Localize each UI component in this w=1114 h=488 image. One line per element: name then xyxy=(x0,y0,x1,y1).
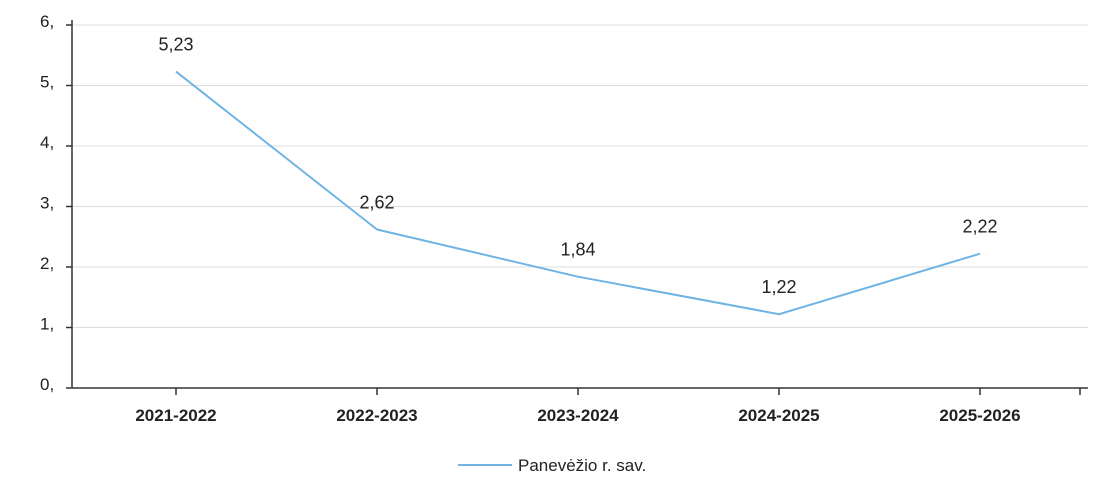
data-label: 2,62 xyxy=(359,192,394,212)
data-label: 1,22 xyxy=(761,277,796,297)
legend: Panevėžio r. sav. xyxy=(458,456,646,475)
grid-lines xyxy=(72,24,1088,328)
series xyxy=(175,70,981,316)
axes xyxy=(66,20,1088,395)
y-tick-label: 4, xyxy=(40,133,54,152)
y-tick-label: 3, xyxy=(40,194,54,213)
data-label: 2,22 xyxy=(962,217,997,237)
x-tick-label: 2022-2023 xyxy=(336,406,417,425)
y-tick-label: 1, xyxy=(40,315,54,334)
x-tick-label: 2025-2026 xyxy=(939,406,1020,425)
series-line xyxy=(175,70,981,316)
x-tick-label: 2024-2025 xyxy=(738,406,819,425)
y-tick-label: 0, xyxy=(40,375,54,394)
x-tick-label: 2021-2022 xyxy=(135,406,216,425)
x-tick-label: 2023-2024 xyxy=(537,406,619,425)
x-tick-labels: 2021-2022 2022-2023 2023-2024 2024-2025 2025… xyxy=(135,406,1020,425)
data-labels: 5,23 2,62 1,84 1,22 2,22 xyxy=(158,35,997,298)
y-tick-label: 6, xyxy=(40,12,54,31)
y-tick-label: 5, xyxy=(40,73,54,92)
y-tick-labels: 0, 1, 2, 3, 4, 5, 6, xyxy=(40,12,54,394)
data-label: 1,84 xyxy=(560,240,595,260)
data-label: 5,23 xyxy=(158,35,193,55)
legend-label: Panevėžio r. sav. xyxy=(518,456,646,475)
y-tick-label: 2, xyxy=(40,254,54,273)
